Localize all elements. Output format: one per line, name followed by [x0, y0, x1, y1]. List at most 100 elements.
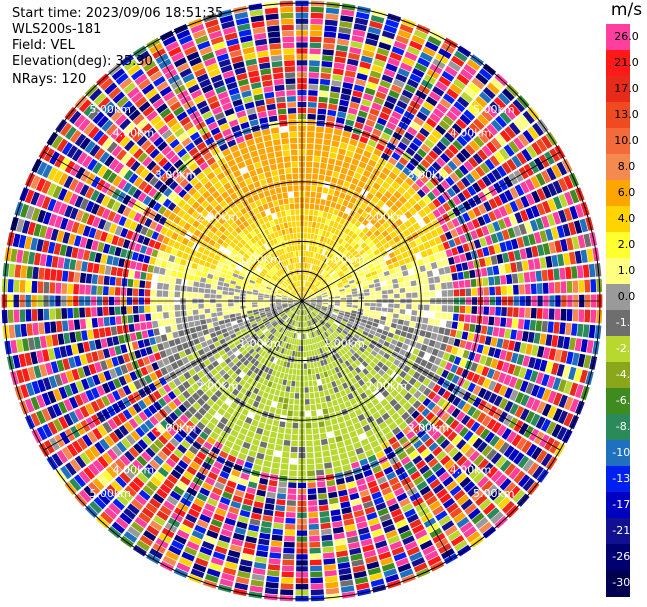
- ppi-gate: [366, 561, 380, 570]
- ppi-gate: [173, 433, 184, 443]
- ppi-gate: [332, 520, 343, 528]
- ppi-gate: [216, 294, 222, 299]
- ppi-gate: [270, 468, 280, 475]
- ppi-gate: [391, 412, 400, 421]
- ppi-gate: [158, 434, 169, 445]
- ppi-gate: [574, 203, 584, 218]
- ppi-gate: [408, 377, 417, 386]
- ppi-gate: [328, 319, 334, 325]
- ppi-gate: [311, 331, 315, 338]
- ppi-gate: [304, 297, 310, 300]
- ppi-gate: [336, 328, 342, 334]
- ppi-gate: [269, 356, 275, 363]
- ppi-gate: [176, 323, 184, 331]
- ppi-gate: [365, 429, 374, 438]
- ppi-gate: [246, 302, 252, 306]
- ppi-gate: [442, 476, 454, 487]
- ppi-gate: [430, 332, 438, 340]
- ppi-gate: [484, 356, 493, 367]
- ppi-gate: [373, 148, 383, 157]
- ppi-gate: [186, 304, 192, 310]
- ppi-gate: [195, 325, 202, 332]
- ppi-gate: [330, 326, 336, 332]
- ppi-gate: [456, 73, 470, 86]
- ppi-gate: [293, 314, 297, 320]
- ppi-gate: [399, 530, 413, 540]
- ppi-gate: [311, 285, 316, 290]
- ppi-gate: [341, 355, 347, 362]
- ppi-gate: [280, 312, 286, 317]
- ppi-gate: [370, 226, 377, 233]
- ppi-gate: [295, 302, 300, 307]
- ppi-gate: [350, 217, 357, 225]
- ppi-gate: [308, 290, 313, 295]
- ppi-gate: [240, 387, 248, 395]
- ppi-gate: [307, 289, 311, 294]
- ppi-gate: [52, 403, 63, 417]
- ppi-gate: [493, 208, 503, 220]
- ppi-gate: [132, 306, 139, 314]
- ppi-gate: [198, 293, 204, 298]
- ppi-gate: [504, 400, 514, 413]
- ppi-gate: [339, 21, 353, 29]
- ppi-gate: [499, 478, 512, 491]
- ppi-gate: [203, 249, 211, 256]
- ppi-gate: [370, 295, 376, 299]
- ppi-gate: [118, 334, 126, 344]
- ppi-gate: [119, 472, 131, 484]
- ppi-gate: [481, 145, 493, 157]
- ppi-gate: [307, 308, 311, 313]
- ppi-gate: [213, 461, 224, 470]
- ppi-gate: [498, 385, 508, 397]
- ppi-gate: [275, 371, 281, 378]
- ppi-gate: [173, 352, 181, 361]
- ppi-gate: [309, 292, 315, 297]
- ppi-gate: [498, 205, 508, 217]
- ppi-gate: [376, 545, 390, 555]
- ppi-gate: [113, 428, 125, 440]
- ppi-gate: [311, 227, 316, 234]
- ppi-gate: [244, 461, 254, 469]
- ppi-gate: [305, 315, 308, 321]
- ppi-gate: [308, 78, 319, 85]
- ppi-gate: [239, 559, 253, 567]
- ppi-gate: [297, 315, 300, 321]
- ppi-gate: [525, 411, 535, 424]
- ppi-gate: [383, 325, 390, 332]
- ppi-gate: [315, 259, 319, 266]
- ppi-gate: [303, 303, 306, 309]
- ppi-gate: [92, 478, 105, 491]
- ppi-gate: [309, 535, 320, 542]
- ppi-gate: [305, 287, 309, 293]
- ppi-gate: [322, 263, 327, 269]
- ppi-gate: [252, 387, 260, 395]
- ppi-gate: [374, 470, 385, 480]
- ppi-gate: [287, 337, 291, 344]
- ppi-gate: [356, 427, 365, 436]
- ppi-gate: [436, 488, 448, 499]
- ppi-gate: [368, 284, 375, 289]
- ppi-gate: [111, 521, 126, 534]
- ppi-gate: [366, 249, 373, 256]
- ppi-gate: [326, 238, 331, 245]
- ppi-gate: [234, 296, 240, 300]
- ppi-gate: [282, 445, 290, 452]
- ppi-gate: [302, 321, 304, 328]
- ppi-gate: [249, 425, 257, 433]
- ppi-gate: [162, 253, 170, 261]
- ppi-gate: [517, 272, 525, 283]
- ppi-gate: [234, 306, 240, 310]
- ppi-gate: [467, 185, 477, 196]
- ppi-gate: [236, 343, 243, 350]
- ppi-gate: [26, 323, 33, 336]
- ppi-gate: [450, 364, 459, 374]
- ppi-gate: [246, 530, 259, 538]
- ppi-gate: [210, 308, 217, 313]
- ppi-gate: [41, 408, 52, 422]
- ppi-gate: [406, 78, 419, 89]
- ppi-gate: [157, 312, 164, 320]
- ppi-gate: [578, 280, 585, 293]
- ppi-gate: [422, 490, 435, 501]
- ppi-gate: [258, 295, 264, 298]
- ppi-gate: [439, 251, 447, 259]
